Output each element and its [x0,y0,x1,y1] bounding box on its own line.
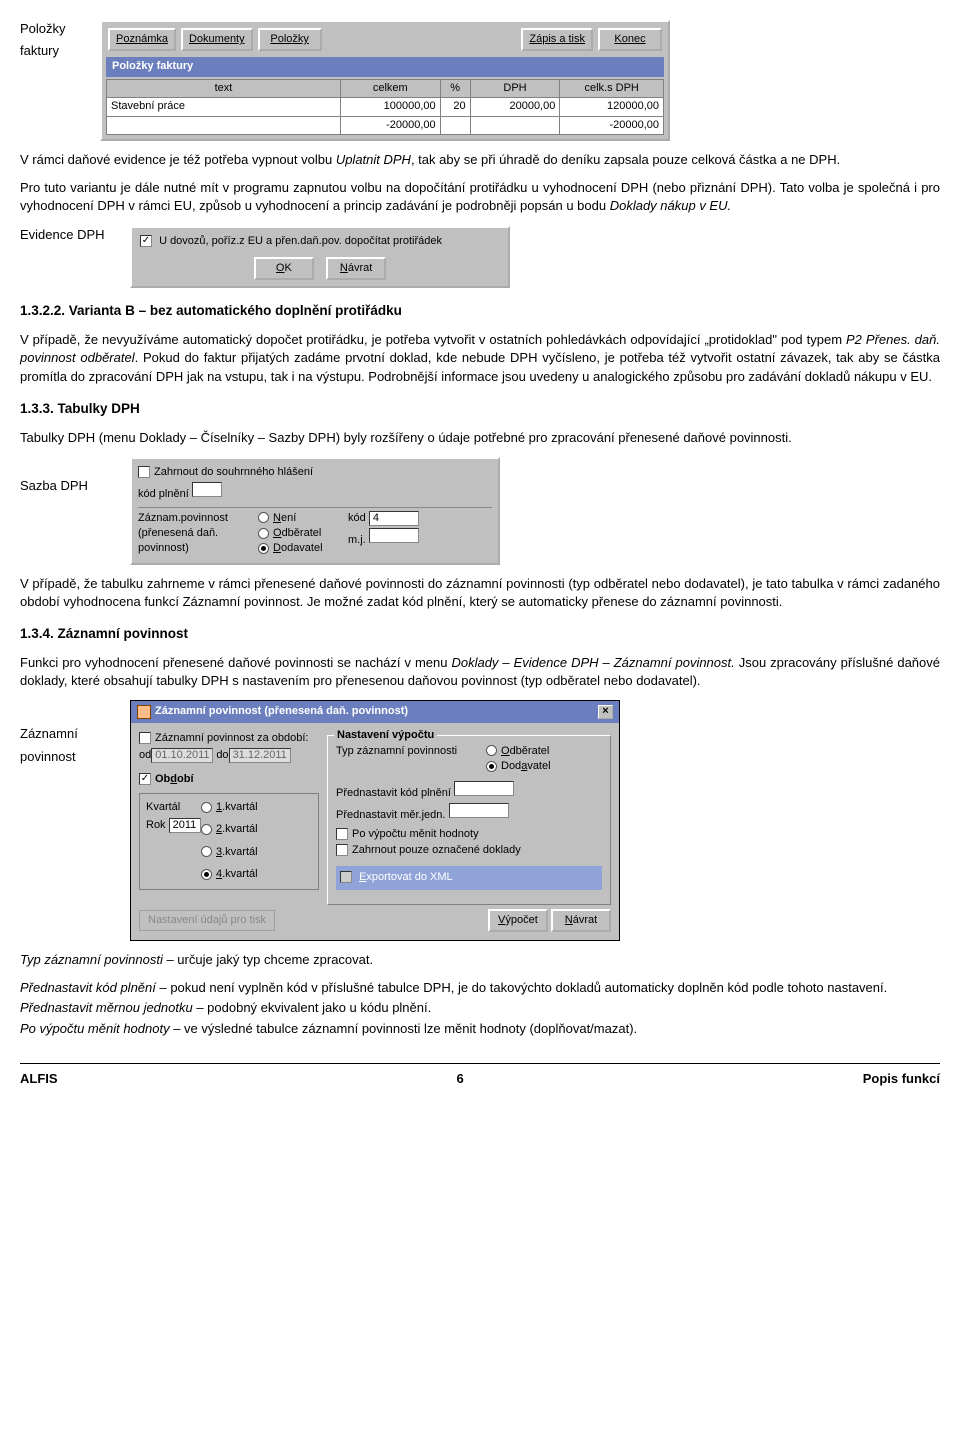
side-label-evidence: Evidence DPH [20,226,120,244]
print-settings-button: Nastavení údajů pro tisk [139,910,275,931]
documents-button[interactable]: Dokumenty [181,28,253,51]
q1-radio[interactable] [201,802,212,813]
to-field[interactable]: 31.12.2011 [229,748,291,763]
ok-button[interactable]: OOKK [254,257,314,280]
period-checkbox[interactable] [139,732,151,744]
q3-radio[interactable] [201,846,212,857]
radio-dodavatel[interactable] [258,543,269,554]
typ-odberatel-radio[interactable] [486,745,497,756]
footer-page: 6 [457,1070,464,1088]
heading-134: 1.3.4. Záznamní povinnost [20,625,940,644]
close-icon[interactable]: × [598,705,613,719]
col-text: text [107,79,341,97]
table-row: Stavební práce 100000,0020 20000,0012000… [107,98,664,116]
evidence-checkbox[interactable]: ✓ [140,235,152,247]
para-133b: V případě, že tabulku zahrneme v rámci p… [20,575,940,611]
para-po: Po výpočtu měnit hodnoty – ve výsledné t… [20,1020,940,1038]
note-button[interactable]: Poznámka [108,28,176,51]
para-b: V případě, že nevyužíváme automatický do… [20,331,940,386]
para-typ: Typ záznamní povinnosti – určuje jaký ty… [20,951,940,969]
evidence-chk-label: U dovozů, poříz.z EU a přen.daň.pov. dop… [159,235,442,247]
return-button-2[interactable]: Návrat [551,909,611,932]
side-label-faktury: faktury [20,42,90,60]
evidence-dph-window: ✓ U dovozů, poříz.z EU a přen.daň.pov. d… [130,226,510,289]
kod-plneni-field[interactable] [192,482,222,497]
para-134: Funkci pro vyhodnocení přenesené daňové … [20,654,940,690]
souhrn-checkbox[interactable] [138,466,150,478]
pre-kod-field[interactable] [454,781,514,796]
side-label-zaznamni: Záznamní [20,725,120,743]
para-2: Pro tuto variantu je dále nutné mít v pr… [20,179,940,215]
footer-right: Popis funkcí [863,1070,940,1088]
typ-dodavatel-radio[interactable] [486,761,497,772]
kod-field[interactable]: 4 [369,511,419,526]
side-label-povinnost: povinnost [20,748,120,766]
para-1: V rámci daňové evidence je též potřeba v… [20,151,940,169]
year-field[interactable]: 2011 [169,818,201,833]
heading-1322: 1.3.2.2. Varianta B – bez automatického … [20,302,940,321]
pre-mj-field[interactable] [449,803,509,818]
items-title: Položky faktury [106,57,664,76]
para-kod: Přednastavit kód plnění – pokud není vyp… [20,979,940,997]
dialog-icon [137,705,151,719]
xml-checkbox[interactable] [340,871,352,883]
col-total-vat: celk.s DPH [560,79,664,97]
footer-left: ALFIS [20,1070,58,1088]
close-button[interactable]: Konec [598,28,662,51]
heading-133: 1.3.3. Tabulky DPH [20,400,940,419]
page-footer: ALFIS 6 Popis funkcí [20,1063,940,1088]
mj-field[interactable] [369,528,419,543]
items-button[interactable]: Položky [258,28,322,51]
save-print-button[interactable]: Zápis a tisk [521,28,593,51]
side-label-polozky: Položky [20,20,90,38]
invoice-items-table: text celkem % DPH celk.s DPH Stavební pr… [106,79,664,135]
invoice-items-window: Poznámka Dokumenty Položky Zápis a tisk … [100,20,670,141]
oznacene-checkbox[interactable] [336,844,348,856]
q2-radio[interactable] [201,824,212,835]
side-label-sazba: Sazba DPH [20,477,120,495]
zaznamni-dialog: Záznamní povinnost (přenesená daň. povin… [130,700,620,941]
radio-neni[interactable] [258,512,269,523]
para-mj: Přednastavit měrnou jednotku – podobný e… [20,999,940,1017]
q4-radio[interactable] [201,869,212,880]
radio-odberatel[interactable] [258,528,269,539]
col-vat: DPH [470,79,560,97]
return-button[interactable]: Návrat [326,257,386,280]
obdobi-checkbox[interactable]: ✓ [139,773,151,785]
dialog-title: Záznamní povinnost (přenesená daň. povin… [155,704,408,719]
sazba-dph-window: Zahrnout do souhrnného hlášení kód plněn… [130,457,500,565]
para-133: Tabulky DPH (menu Doklady – Číselníky – … [20,429,940,447]
compute-button[interactable]: Výpočet [488,909,548,932]
po-vypoctu-checkbox[interactable] [336,828,348,840]
col-total: celkem [340,79,440,97]
table-row: -20000,00 -20000,00 [107,116,664,134]
from-field[interactable]: 01.10.2011 [151,748,213,763]
col-pct: % [440,79,470,97]
